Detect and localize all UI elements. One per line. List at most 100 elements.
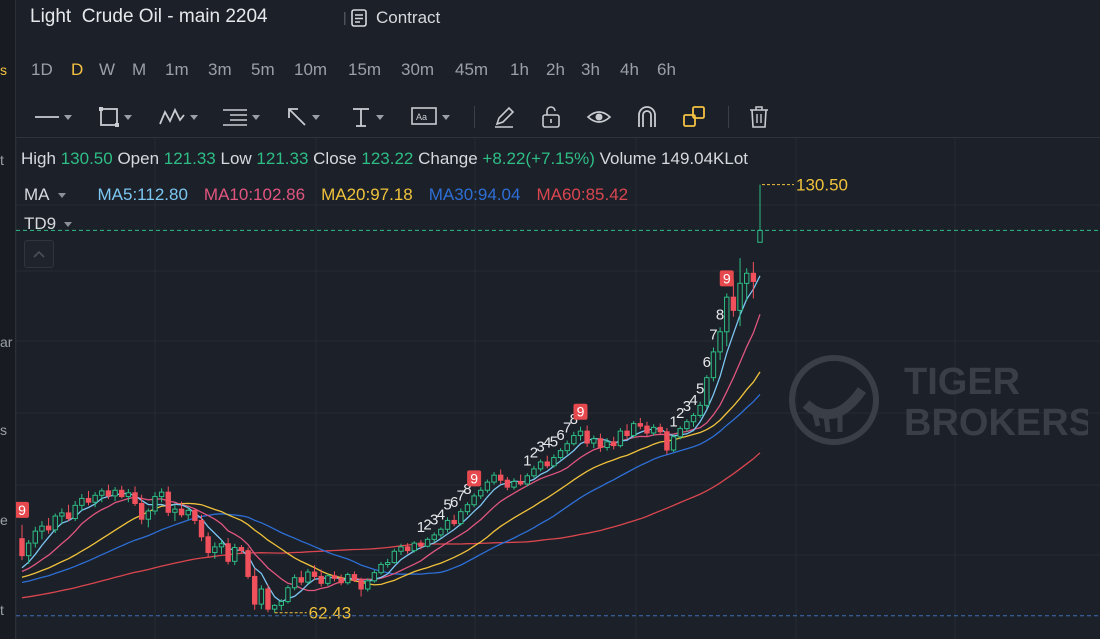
period-1h[interactable]: 1h [510,60,529,79]
period-1m[interactable]: 1m [165,60,189,79]
period-10m[interactable]: 10m [294,60,328,79]
td9-count-number: 8 [463,481,471,498]
visibility-tool[interactable] [586,104,612,130]
candle-body [325,575,331,584]
candle-body [265,588,271,610]
ma60-line [21,452,761,599]
td9-count-number: 6 [450,494,458,511]
td9-count-number: 1 [669,413,677,430]
period-30m[interactable]: 30m [401,60,435,79]
toolbar-divider [728,106,729,128]
vertical-measure-icon [353,108,369,127]
period-d[interactable]: D [71,60,84,79]
open-label: Open [117,149,160,168]
watermark-line1: TIGER [904,361,1020,403]
change-label: Change [418,149,478,168]
candle-body [498,474,504,481]
candle-body [478,489,484,497]
arrow-icon [288,108,306,126]
td9-sell-number: 9 [577,404,585,420]
multi-select-icon [683,106,705,127]
candle-body [119,489,125,498]
open-value: 121.33 [163,149,216,168]
candle-body [65,512,72,520]
td9-count-number: 4 [543,435,551,452]
candle-body [617,430,624,447]
contract-doc-icon [351,9,367,27]
candle-body [584,430,590,444]
period-45m[interactable]: 45m [455,60,489,79]
delete-tool[interactable] [748,104,770,130]
text-tool[interactable]: Aa [410,104,450,130]
candle-body [531,468,537,477]
volume-value: 149.04KLot [661,149,748,168]
candle-body [464,504,471,513]
pencil-tool[interactable] [492,104,516,130]
watermark-line2: BROKERS [904,402,1088,444]
td9-label: TD9 [24,214,57,233]
td9-selector[interactable]: TD9 [24,214,73,234]
candle-body [670,436,677,451]
left-edge-fragment: ar [0,334,13,350]
ma-selector[interactable]: MA [24,185,82,205]
candle-body [690,414,697,423]
candle-body [59,512,65,517]
pattern-tool[interactable] [158,104,198,130]
td9-sell-badge [16,501,29,518]
line-tool[interactable] [34,104,72,130]
period-1d[interactable]: 1D [31,60,53,79]
candle-body [517,480,524,485]
candle-body [79,497,85,506]
ma30-value: MA30:94.04 [428,185,521,204]
period-m[interactable]: M [132,60,147,79]
period-5m[interactable]: 5m [251,60,275,79]
rectangle-icon [99,107,119,127]
period-w[interactable]: W [99,60,116,79]
contract-label: Contract [376,8,441,27]
left-edge-fragment: s [0,422,7,438]
candle-body [524,475,530,485]
candle-body [378,563,384,574]
ma-indicator-row: MA MA5:112.80 MA10:102.86 MA20:97.18 MA3… [24,185,644,205]
period-6h[interactable]: 6h [657,60,676,79]
candle-body [112,489,118,497]
collapse-indicators-button[interactable] [24,240,54,268]
period-15m[interactable]: 15m [348,60,382,79]
period-4h[interactable]: 4h [620,60,639,79]
candle-body [544,461,550,467]
ma20-value: MA20:97.18 [321,185,413,204]
candle-body [92,494,98,503]
magnet-tool[interactable] [636,104,658,130]
arrow-tool[interactable] [286,104,320,130]
candle-body [677,428,683,438]
candle-body [45,525,52,531]
td9-count-number: 6 [556,427,564,444]
candle-body [438,528,444,536]
td9-sell-badge [467,470,482,487]
ohlc-readout: High 130.50 Open 121.33 Low 121.33 Close… [21,149,748,169]
period-2h[interactable]: 2h [546,60,565,79]
contract-button[interactable]: Contract [350,6,440,30]
rectangle-tool[interactable] [98,104,132,130]
candle-body [351,574,358,581]
candle-body [371,572,378,582]
candle-body [331,575,338,579]
period-3m[interactable]: 3m [208,60,232,79]
multi-select-tool[interactable] [682,104,706,130]
low-marker-label: 62.43 [309,604,352,623]
ma-label: MA [24,185,50,204]
candle-body [630,423,637,437]
vertical-measure-tool[interactable] [350,104,384,130]
period-3h[interactable]: 3h [581,60,600,79]
title-separator: | [343,9,347,25]
candle-body [624,430,630,437]
candle-body [85,497,92,503]
candle-body [152,496,158,512]
td9-count-number: 5 [550,433,558,450]
fib-tool[interactable] [222,104,260,130]
td9-count-number: 4 [689,392,697,409]
candle-body [684,421,690,430]
lock-icon [542,106,560,128]
lock-tool[interactable] [540,104,562,130]
